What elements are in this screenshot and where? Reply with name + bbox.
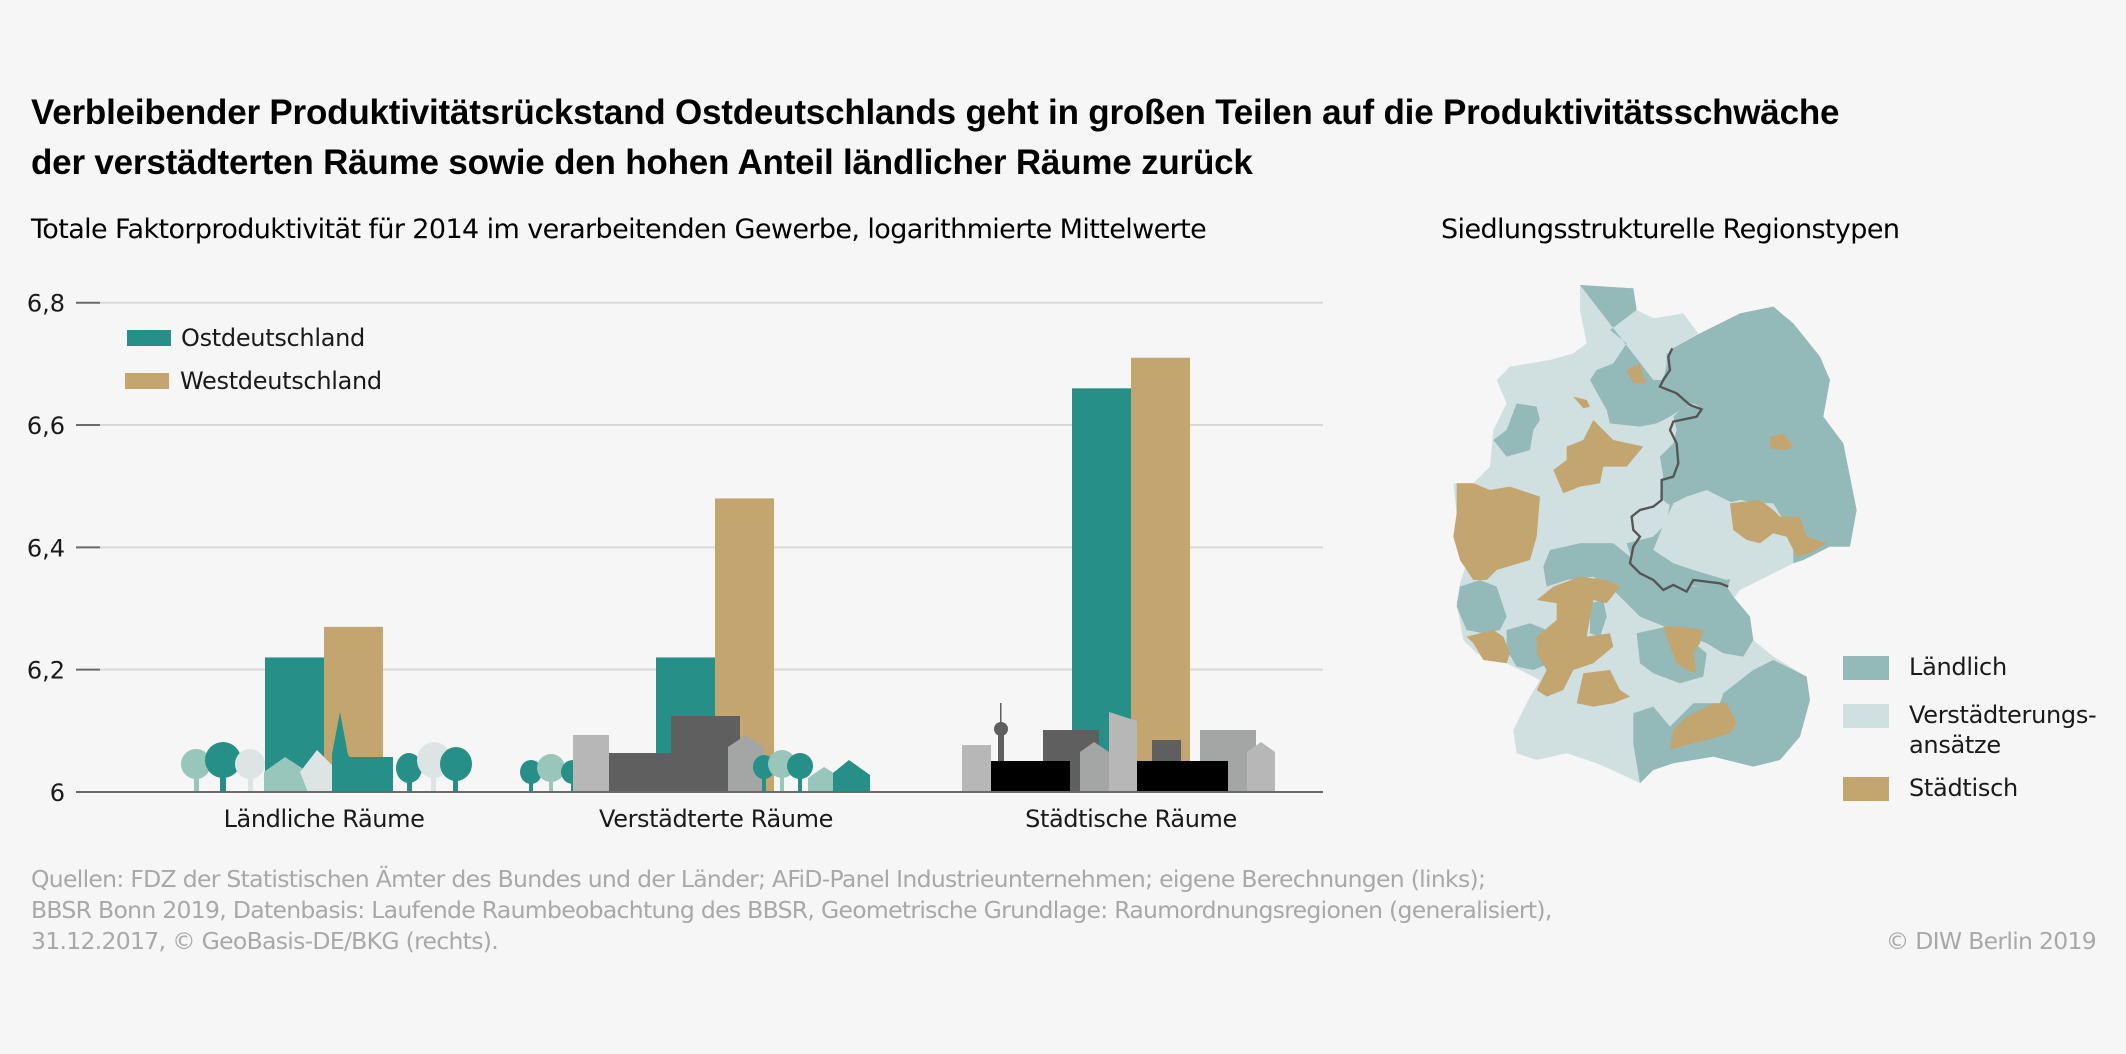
source-line-1: Quellen: FDZ der Statistischen Ämter des…: [31, 865, 1486, 893]
legend-label-staedtisch: Städtisch: [1909, 774, 2018, 802]
x-tick-label: Städtische Räume: [1025, 805, 1237, 833]
chart-title: Verbleibender Produktivitätsrückstand Os…: [31, 88, 1839, 188]
legend-swatch-verstaedterung: [1843, 704, 1889, 728]
map-region-laendlich: [1633, 659, 1810, 784]
city-skyline-illustration: [962, 703, 1275, 792]
y-tick-label: 6,2: [27, 657, 65, 685]
y-axis: 6 6,2 6,4 6,6 6,8: [27, 290, 100, 807]
map-region-laendlich: [1579, 284, 1857, 590]
house-icon: [1080, 742, 1109, 792]
legend-swatch-west: [125, 373, 169, 389]
legend-swatch-laendlich: [1843, 656, 1889, 680]
tree-icon: [520, 760, 542, 792]
legend-swatch-staedtisch: [1843, 777, 1889, 801]
bar-west: [1131, 357, 1190, 792]
map-region-staedtisch: [1553, 419, 1644, 494]
building-icon: [1109, 712, 1137, 792]
tree-icon: [537, 754, 565, 792]
map-region-staedtisch: [1466, 629, 1510, 664]
x-axis-labels: Ländliche Räume Verstädterte Räume Städt…: [224, 805, 1238, 833]
legend-label-west: Westdeutschland: [180, 367, 382, 395]
map-region-staedtisch: [1729, 499, 1827, 557]
legend-label-laendlich: Ländlich: [1909, 653, 2007, 681]
map-region-verstaedterung: [1653, 489, 1794, 580]
rural-scenery-illustration: [181, 712, 472, 792]
inner-german-border: [1628, 347, 1729, 594]
legend-label-verstaedterung-2: ansätze: [1909, 731, 2001, 759]
y-tick-label: 6,8: [27, 290, 65, 318]
tree-icon: [396, 753, 422, 792]
legend-swatch-ost: [127, 330, 171, 346]
building-icon: [962, 745, 991, 792]
house-icon: [264, 757, 308, 792]
y-tick-label: 6: [50, 779, 65, 807]
y-tick-label: 6,6: [27, 412, 65, 440]
map-region-staedtisch: [1769, 433, 1794, 450]
source-note: Quellen: FDZ der Statistischen Ämter des…: [31, 864, 1552, 957]
map-region-staedtisch: [1536, 576, 1620, 697]
bar-chart: 6 6,2 6,4 6,6 6,8: [27, 290, 1323, 833]
building-icon: [573, 735, 609, 792]
map-region-verstaedterung: [1453, 284, 1857, 784]
house-icon: [728, 735, 764, 792]
title-line-1: Verbleibender Produktivitätsrückstand Os…: [31, 93, 1840, 132]
source-line-2: BBSR Bonn 2019, Datenbasis: Laufende Rau…: [31, 896, 1552, 924]
church-icon: [332, 712, 393, 792]
house-icon: [833, 760, 870, 792]
house-icon: [1247, 742, 1275, 792]
copyright: © DIW Berlin 2019: [1885, 927, 2097, 955]
x-tick-label: Verstädterte Räume: [599, 805, 833, 833]
map-region-laendlich: [1659, 309, 1854, 547]
tree-icon: [235, 749, 265, 792]
map-region-staedtisch: [1669, 703, 1737, 750]
tv-tower-icon: [994, 703, 1008, 763]
map-region-staedtisch: [1626, 363, 1647, 384]
chart-subtitle: Totale Faktorproduktivität für 2014 im v…: [31, 214, 1207, 245]
map-region-staedtisch: [1573, 396, 1590, 409]
title-line-2: der verstädterten Räume sowie den hohen …: [31, 143, 1253, 182]
map-region-laendlich: [1493, 403, 1540, 457]
map-region-staedtisch: [1576, 669, 1630, 707]
suburban-scenery-illustration: [520, 716, 870, 792]
building-icon: [1137, 761, 1228, 792]
map-region-laendlich: [1456, 579, 1507, 634]
map-region-staedtisch: [1663, 626, 1704, 674]
tree-icon: [205, 742, 241, 792]
map-region-laendlich: [1543, 543, 1754, 657]
y-tick-label: 6,4: [27, 534, 65, 562]
map-region-staedtisch: [1453, 483, 1540, 580]
legend-label-ost: Ostdeutschland: [181, 324, 365, 352]
map-region-laendlich: [1506, 623, 1550, 670]
map-title: Siedlungsstrukturelle Regionstypen: [1441, 214, 1900, 245]
source-line-3: 31.12.2017, © GeoBasis-DE/BKG (rechts).: [31, 927, 499, 955]
house-icon: [300, 750, 332, 792]
map-region-laendlich: [1589, 599, 1607, 637]
tree-icon: [787, 753, 813, 792]
chart-legend: Ostdeutschland Westdeutschland: [125, 324, 382, 395]
map-region-laendlich: [1636, 626, 1707, 684]
building-icon: [991, 761, 1070, 792]
tree-icon: [440, 747, 472, 792]
legend-label-verstaedterung-1: Verstädterungs-: [1909, 701, 2097, 729]
building-icon: [609, 753, 672, 792]
x-tick-label: Ländliche Räume: [224, 805, 425, 833]
tree-icon: [181, 749, 211, 792]
